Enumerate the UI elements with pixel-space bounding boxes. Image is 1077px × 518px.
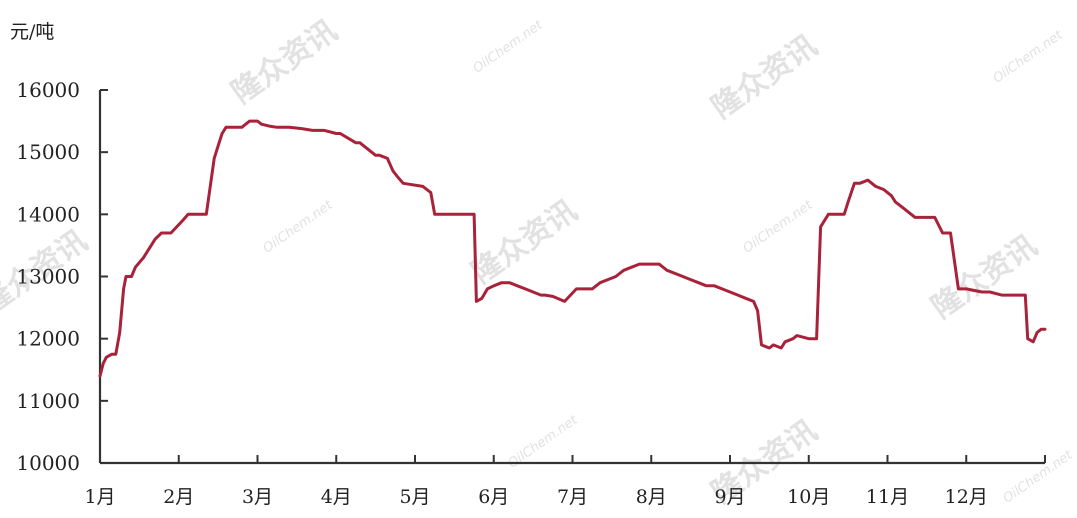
x-tick-label: 4月: [321, 486, 352, 508]
y-tick-label: 13000: [16, 265, 80, 289]
y-tick-label: 11000: [16, 389, 80, 413]
watermark-brand: 隆众资讯: [465, 193, 583, 290]
price-series-line: [98, 119, 1047, 378]
watermark-brand: 隆众资讯: [225, 13, 343, 110]
x-tick-label: 6月: [478, 486, 509, 508]
watermark-url: OilChem.net: [1001, 447, 1077, 506]
x-tick-label: 12月: [945, 486, 988, 508]
y-tick-label: 12000: [16, 327, 80, 351]
x-tick-label: 5月: [399, 486, 430, 508]
series-layer: [98, 119, 1047, 378]
y-axis: 10000 11000 12000 13000 14000 15000 16000: [16, 78, 108, 475]
y-tick-label: 16000: [16, 78, 80, 102]
y-tick-label: 14000: [16, 202, 80, 226]
watermark-url: OilChem.net: [991, 27, 1067, 86]
x-tick-label: 7月: [557, 486, 588, 508]
x-tick-label: 10月: [787, 486, 830, 508]
x-tick-label: 2月: [163, 486, 194, 508]
x-tick-label: 9月: [714, 486, 745, 508]
watermark-layer: 隆众资讯 OilChem.net 隆众资讯 OilChem.net 隆众资讯 OilChe…: [0, 13, 1076, 510]
x-tick-label: 3月: [242, 486, 273, 508]
y-tick-label: 10000: [16, 451, 80, 475]
watermark-brand: 隆众资讯: [705, 28, 823, 125]
watermark-url: OilChem.net: [261, 197, 337, 256]
x-tick-label: 8月: [636, 486, 667, 508]
y-axis-unit-label: 元/吨: [10, 21, 54, 43]
x-tick-label: 1月: [84, 486, 115, 508]
x-tick-label: 11月: [866, 486, 909, 508]
watermark-url: OilChem.net: [471, 17, 547, 76]
watermark-url: OilChem.net: [741, 197, 817, 256]
y-tick-label: 15000: [16, 140, 80, 164]
x-axis: 1月 2月 3月 4月 5月 6月 7月 8月 9月 10月 11月 12月: [84, 455, 1046, 508]
